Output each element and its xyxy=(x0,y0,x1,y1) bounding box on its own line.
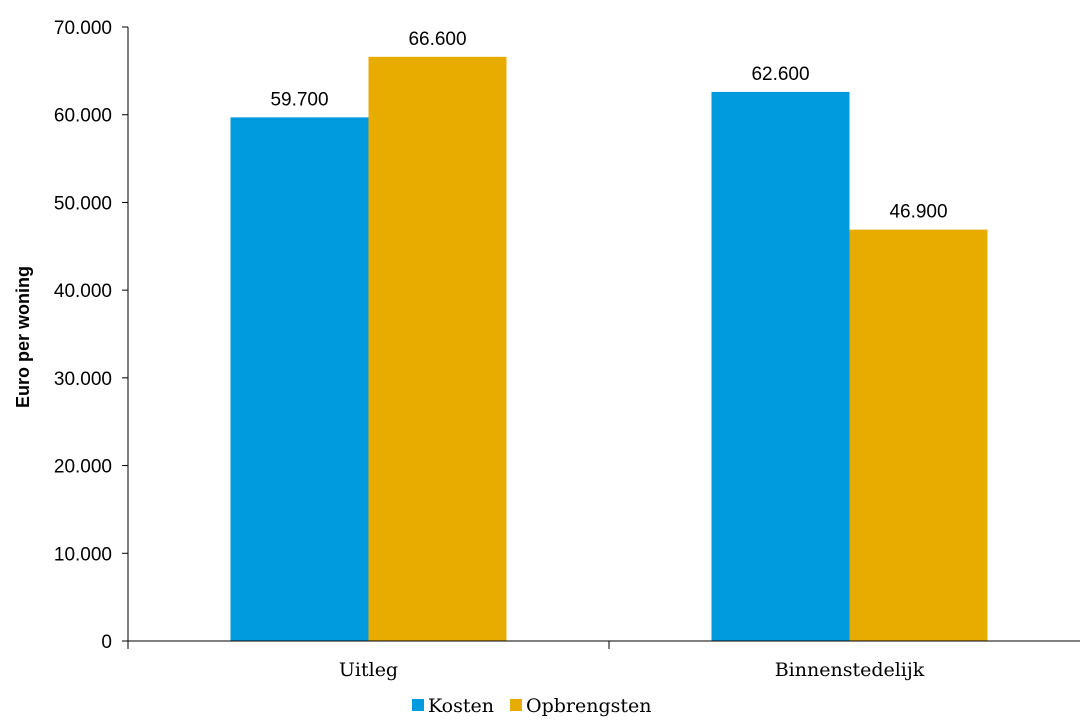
data-labels: 59.700 66.600 62.600 46.900 xyxy=(270,29,947,223)
data-label: 66.600 xyxy=(408,29,466,50)
legend-label-opbrengsten: Opbrengsten xyxy=(526,695,652,717)
y-tick-label: 50.000 xyxy=(54,193,112,214)
y-axis-title: Euro per woning xyxy=(13,266,33,408)
legend-swatch-opbrengsten xyxy=(510,699,522,711)
bar-opbrengsten-binnenstedelijk xyxy=(849,229,988,641)
y-tick-label: 10.000 xyxy=(54,544,112,565)
x-category-label: Binnenstedelijk xyxy=(775,659,925,681)
y-tick-label: 60.000 xyxy=(54,106,112,127)
y-tick-label: 30.000 xyxy=(54,369,112,390)
legend-swatch-kosten xyxy=(412,699,424,711)
y-tick-label: 40.000 xyxy=(54,281,112,302)
y-tick-label: 0 xyxy=(101,632,112,653)
y-ticks: 0 10.000 20.000 30.000 40.000 50.000 60.000 70.… xyxy=(54,18,128,653)
y-tick-label: 20.000 xyxy=(54,457,112,478)
y-tick-label: 70.000 xyxy=(54,18,112,39)
bar-kosten-binnenstedelijk xyxy=(711,91,850,641)
bar-kosten-uitleg xyxy=(230,117,369,642)
legend: Kosten Opbrengsten xyxy=(412,695,652,717)
bars-layer xyxy=(230,56,988,642)
data-label: 46.900 xyxy=(889,202,947,223)
data-label: 59.700 xyxy=(270,89,328,110)
x-ticks: Uitleg Binnenstedelijk xyxy=(127,641,925,681)
bar-opbrengsten-uitleg xyxy=(368,56,507,641)
x-category-label: Uitleg xyxy=(339,659,398,681)
data-label: 62.600 xyxy=(751,64,809,85)
legend-label-kosten: Kosten xyxy=(428,695,494,717)
